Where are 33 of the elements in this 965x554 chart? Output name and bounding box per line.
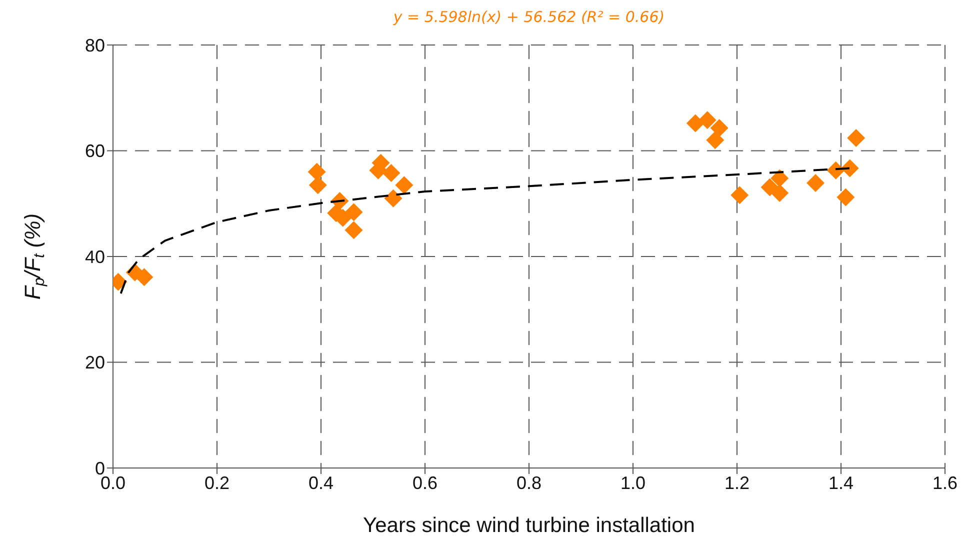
x-axis-title: Years since wind turbine installation: [363, 514, 695, 537]
point: [686, 114, 704, 132]
point: [344, 221, 363, 240]
x-tick-label: 1.0: [620, 472, 646, 493]
point: [770, 184, 789, 202]
x-tick-label: 1.2: [724, 472, 750, 493]
x-tick-label: 0.8: [516, 472, 542, 493]
y-tick-label: 80: [84, 35, 105, 56]
y-tick-label: 20: [84, 352, 105, 373]
y-tick-label: 60: [84, 141, 105, 162]
chart-title: y = 5.598ln(x) + 56.562 (R² = 0.66): [392, 8, 666, 26]
point: [698, 111, 716, 130]
point: [135, 268, 154, 286]
point: [308, 162, 326, 181]
point: [806, 174, 825, 192]
point: [847, 129, 866, 148]
x-tick-label: 0.2: [204, 472, 230, 493]
x-tick-label: 1.6: [932, 472, 958, 493]
point: [384, 189, 402, 208]
x-tick-label: 1.4: [828, 472, 854, 493]
point: [760, 178, 779, 196]
point: [308, 176, 327, 194]
point: [840, 159, 859, 178]
point: [382, 164, 400, 182]
point: [344, 203, 363, 222]
point: [730, 186, 749, 204]
x-tick-label: 0.6: [412, 472, 438, 493]
point: [836, 188, 855, 206]
point: [710, 119, 728, 138]
point: [395, 176, 414, 194]
x-tick-label: 0.4: [308, 472, 334, 493]
point: [706, 131, 724, 150]
y-tick-label: 40: [84, 246, 105, 267]
